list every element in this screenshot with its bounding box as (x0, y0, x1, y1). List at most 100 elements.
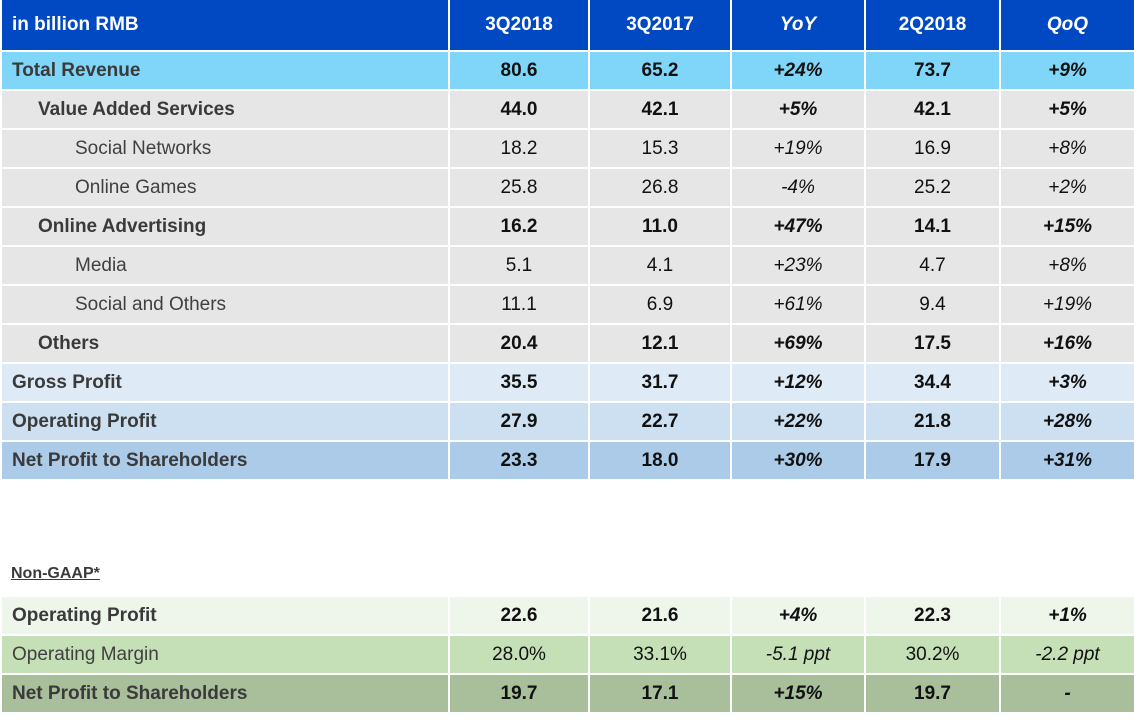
cell-3q2018: 23.3 (448, 440, 590, 481)
row-label: Media (0, 245, 450, 286)
cell-yoy: -5.1 ppt (730, 634, 866, 675)
cell-qoq: +16% (999, 323, 1134, 364)
row-others: Others 20.4 12.1 +69% 17.5 +16% (0, 323, 1134, 364)
cell-qoq: -2.2 ppt (999, 634, 1134, 675)
cell-yoy: +15% (730, 673, 866, 714)
cell-3q2018: 19.7 (448, 673, 590, 714)
cell-3q2018: 35.5 (448, 362, 590, 403)
cell-2q2018: 25.2 (864, 167, 1001, 208)
cell-yoy: +19% (730, 128, 866, 169)
cell-qoq: +31% (999, 440, 1134, 481)
cell-qoq: +1% (999, 595, 1134, 636)
cell-3q2017: 21.6 (588, 595, 732, 636)
cell-3q2017: 12.1 (588, 323, 732, 364)
cell-3q2017: 33.1% (588, 634, 732, 675)
cell-qoq: +3% (999, 362, 1134, 403)
cell-3q2018: 28.0% (448, 634, 590, 675)
row-label: Gross Profit (0, 362, 450, 403)
cell-3q2017: 4.1 (588, 245, 732, 286)
cell-3q2018: 22.6 (448, 595, 590, 636)
cell-yoy: +30% (730, 440, 866, 481)
cell-2q2018: 22.3 (864, 595, 1001, 636)
header-3q2017: 3Q2017 (588, 0, 732, 52)
header-2q2018: 2Q2018 (864, 0, 1001, 52)
cell-2q2018: 9.4 (864, 284, 1001, 325)
cell-2q2018: 34.4 (864, 362, 1001, 403)
cell-yoy: +23% (730, 245, 866, 286)
row-label: Social and Others (0, 284, 450, 325)
cell-3q2017: 6.9 (588, 284, 732, 325)
header-unit-label: in billion RMB (0, 0, 450, 52)
table-header-row: in billion RMB 3Q2018 3Q2017 YoY 2Q2018 … (0, 0, 1134, 52)
cell-2q2018: 14.1 (864, 206, 1001, 247)
cell-qoq: +8% (999, 128, 1134, 169)
cell-yoy: +12% (730, 362, 866, 403)
cell-3q2018: 18.2 (448, 128, 590, 169)
cell-3q2018: 25.8 (448, 167, 590, 208)
row-online-advertising: Online Advertising 16.2 11.0 +47% 14.1 +… (0, 206, 1134, 247)
cell-2q2018: 16.9 (864, 128, 1001, 169)
cell-3q2018: 16.2 (448, 206, 590, 247)
row-label: Value Added Services (0, 89, 450, 130)
row-gross-profit: Gross Profit 35.5 31.7 +12% 34.4 +3% (0, 362, 1134, 403)
row-media: Media 5.1 4.1 +23% 4.7 +8% (0, 245, 1134, 286)
cell-3q2017: 42.1 (588, 89, 732, 130)
cell-yoy: +69% (730, 323, 866, 364)
cell-yoy: +24% (730, 50, 866, 91)
row-social-networks: Social Networks 18.2 15.3 +19% 16.9 +8% (0, 128, 1134, 169)
cell-qoq: +9% (999, 50, 1134, 91)
row-label: Operating Profit (0, 595, 450, 636)
cell-3q2017: 11.0 (588, 206, 732, 247)
cell-qoq: +15% (999, 206, 1134, 247)
cell-2q2018: 42.1 (864, 89, 1001, 130)
cell-qoq: +19% (999, 284, 1134, 325)
cell-3q2017: 22.7 (588, 401, 732, 442)
cell-3q2017: 18.0 (588, 440, 732, 481)
cell-yoy: +61% (730, 284, 866, 325)
nongaap-table: Operating Profit 22.6 21.6 +4% 22.3 +1% … (0, 595, 1134, 714)
cell-2q2018: 17.5 (864, 323, 1001, 364)
cell-qoq: - (999, 673, 1134, 714)
row-label: Operating Margin (0, 634, 450, 675)
row-label: Operating Profit (0, 401, 450, 442)
financial-summary-table: in billion RMB 3Q2018 3Q2017 YoY 2Q2018 … (0, 0, 1134, 481)
cell-2q2018: 30.2% (864, 634, 1001, 675)
row-operating-profit: Operating Profit 27.9 22.7 +22% 21.8 +28… (0, 401, 1134, 442)
cell-3q2017: 26.8 (588, 167, 732, 208)
cell-qoq: +8% (999, 245, 1134, 286)
row-nongaap-operating-margin: Operating Margin 28.0% 33.1% -5.1 ppt 30… (0, 634, 1134, 675)
cell-2q2018: 17.9 (864, 440, 1001, 481)
cell-2q2018: 21.8 (864, 401, 1001, 442)
cell-2q2018: 19.7 (864, 673, 1001, 714)
cell-3q2017: 15.3 (588, 128, 732, 169)
cell-3q2017: 65.2 (588, 50, 732, 91)
row-total-revenue: Total Revenue 80.6 65.2 +24% 73.7 +9% (0, 50, 1134, 91)
row-label: Net Profit to Shareholders (0, 440, 450, 481)
cell-3q2018: 11.1 (448, 284, 590, 325)
row-label: Social Networks (0, 128, 450, 169)
cell-yoy: +4% (730, 595, 866, 636)
cell-yoy: -4% (730, 167, 866, 208)
row-value-added-services: Value Added Services 44.0 42.1 +5% 42.1 … (0, 89, 1134, 130)
cell-qoq: +5% (999, 89, 1134, 130)
cell-qoq: +28% (999, 401, 1134, 442)
row-online-games: Online Games 25.8 26.8 -4% 25.2 +2% (0, 167, 1134, 208)
row-label: Total Revenue (0, 50, 450, 91)
nongaap-section-title: Non-GAAP* (11, 565, 100, 582)
cell-qoq: +2% (999, 167, 1134, 208)
row-nongaap-net-profit: Net Profit to Shareholders 19.7 17.1 +15… (0, 673, 1134, 714)
row-label: Others (0, 323, 450, 364)
cell-yoy: +5% (730, 89, 866, 130)
header-yoy: YoY (730, 0, 866, 52)
row-net-profit: Net Profit to Shareholders 23.3 18.0 +30… (0, 440, 1134, 481)
row-label: Net Profit to Shareholders (0, 673, 450, 714)
cell-3q2017: 31.7 (588, 362, 732, 403)
cell-3q2018: 5.1 (448, 245, 590, 286)
cell-2q2018: 4.7 (864, 245, 1001, 286)
cell-3q2018: 20.4 (448, 323, 590, 364)
header-qoq: QoQ (999, 0, 1134, 52)
row-label: Online Advertising (0, 206, 450, 247)
header-3q2018: 3Q2018 (448, 0, 590, 52)
cell-3q2018: 27.9 (448, 401, 590, 442)
row-social-and-others: Social and Others 11.1 6.9 +61% 9.4 +19% (0, 284, 1134, 325)
